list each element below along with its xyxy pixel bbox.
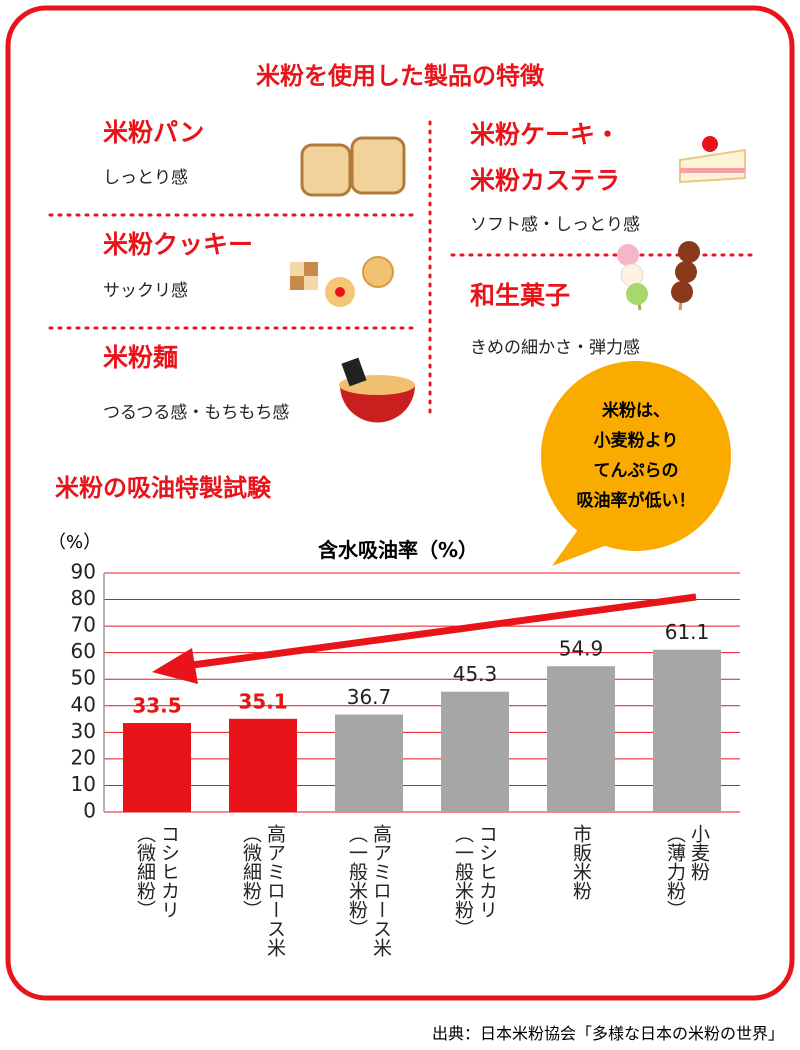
y-tick-label: 40 [71, 692, 96, 716]
x-tick-label: 市販米粉 [570, 824, 592, 900]
item-desc: つるつる感・もちもち感 [103, 403, 290, 423]
y-tick-label: 10 [71, 772, 96, 796]
bar [547, 666, 615, 812]
x-tick-label: 高アミロース米 （微細粉） [240, 824, 286, 957]
item-name: 米粉クッキー [103, 230, 254, 259]
item-desc: ソフト感・しっとり感 [470, 215, 640, 235]
ramen-icon [339, 357, 415, 423]
y-tick-label: 50 [71, 666, 96, 690]
bar [441, 691, 509, 812]
item-desc: サックリ感 [103, 281, 188, 301]
cake-icon [679, 136, 746, 184]
value-label: 45.3 [453, 662, 498, 686]
item-name: 米粉パン [103, 118, 205, 147]
bar [229, 718, 297, 812]
value-label: 54.9 [559, 637, 604, 661]
item-desc: しっとり感 [103, 168, 188, 188]
y-tick-label: 0 [83, 799, 96, 823]
bar [335, 714, 403, 812]
products-title: 米粉を使用した製品の特徴 [256, 62, 544, 90]
value-label: 35.1 [238, 689, 287, 713]
x-tick-label: コシヒカリ （一般米粉） [452, 824, 498, 938]
value-label: 36.7 [347, 685, 392, 709]
trend-arrow [152, 593, 697, 684]
bar [123, 723, 191, 812]
cookie-icon [290, 256, 394, 307]
value-label: 33.5 [132, 694, 181, 718]
speech-bubble [541, 361, 731, 566]
item-name: 米粉ケーキ・ 米粉カステラ [470, 120, 621, 195]
item-name: 和生菓子 [470, 281, 571, 310]
bar [653, 649, 721, 812]
y-tick-label: 30 [71, 719, 96, 743]
item-name: 米粉麺 [103, 343, 179, 372]
separators [48, 120, 754, 420]
chart-subtitle: 含水吸油率（%） [318, 538, 479, 562]
y-tick-label: 70 [71, 613, 96, 637]
value-label: 61.1 [665, 620, 710, 644]
annotation: 米粉は、 小麦粉より てんぷらの 吸油率が低い！ [576, 401, 696, 511]
x-tick-label: 小麦粉 （薄力粉） [664, 824, 710, 919]
x-tick-label: 高アミロース米 （一般米粉） [346, 824, 392, 957]
y-tick-label: 20 [71, 745, 96, 769]
frame [5, 5, 795, 1001]
y-tick-label: 90 [71, 560, 96, 584]
source: 出典：日本米粉協会「多様な日本の米粉の世界」 [431, 1024, 784, 1043]
chart-title: 米粉の吸油特製試験 [55, 474, 271, 502]
x-tick-label: コシヒカリ （微細粉） [134, 824, 180, 919]
y-tick-label: 80 [71, 586, 96, 610]
y-tick-label: 60 [71, 639, 96, 663]
y-axis-label: （%） [48, 532, 102, 553]
bread-icon [300, 136, 406, 197]
item-desc: きめの細かさ・弾力感 [470, 338, 640, 358]
dango-icon [617, 241, 700, 311]
